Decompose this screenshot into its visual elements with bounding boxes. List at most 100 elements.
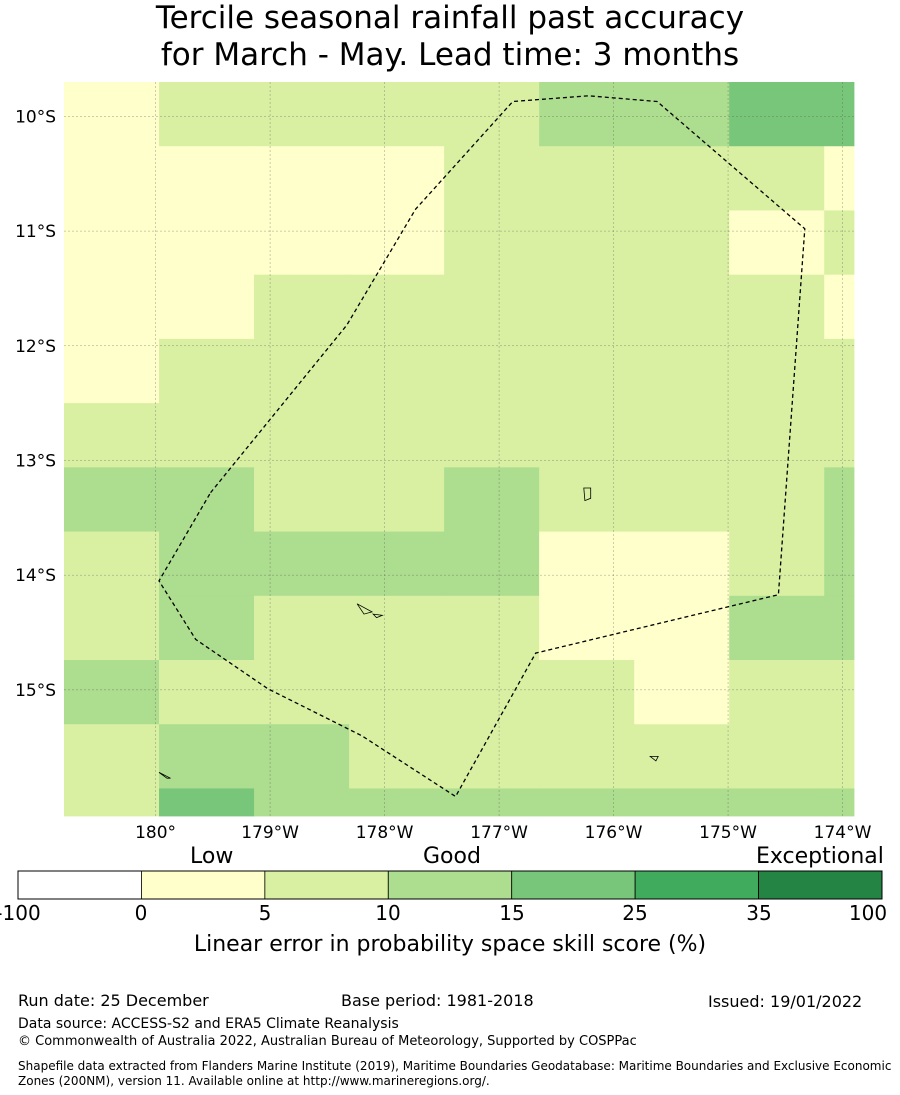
grid-cell [824,338,855,404]
grid-cell [634,146,730,211]
grid-cell [444,274,540,340]
longitude-label: 175°W [699,823,757,843]
grid-cell [254,82,350,147]
longitude-label: 176°W [585,823,643,843]
grid-cell [64,338,160,404]
grid-cell [254,146,350,211]
grid-cell [729,724,825,789]
grid-cell [824,531,855,597]
grid-cell [64,146,160,211]
grid-cell [634,660,730,725]
grid-cell [444,788,540,817]
grid-cell [824,210,855,276]
colorbar-tick: 35 [746,901,772,925]
grid-cell [349,274,445,340]
issued-date: Issued: 19/01/2022 [708,992,863,1011]
latitude-label: 12°S [15,337,56,357]
title-line-1: Tercile seasonal rainfall past accuracy [155,0,745,36]
grid-cell [64,660,160,725]
colorbar-swatch [387,870,513,900]
grid-cell [64,724,160,789]
grid-cell [349,82,445,147]
grid-cell [539,595,635,661]
grid-cell [444,338,540,404]
run-date: Run date: 25 December [18,991,209,1010]
grid-cell [824,403,855,468]
grid-cell [349,403,445,468]
colorbar-swatch [17,870,142,900]
grid-cell [159,467,255,532]
grid-cell [254,403,350,468]
grid-cell [159,274,255,340]
longitude-label: 178°W [356,823,414,843]
grid-cell [634,403,730,468]
grid-cell [824,724,855,789]
grid-cell [729,82,825,147]
grid-cell [729,274,825,340]
longitude-label: 180° [135,823,176,843]
grid-cell [444,403,540,468]
grid-cell [349,595,445,661]
colorbar-swatch [141,870,266,900]
grid-cell [634,531,730,597]
colorbar-tick: 0 [134,901,148,925]
grid-cell [64,788,160,817]
colorbar [17,870,883,900]
grid-cell [159,660,255,725]
copyright: © Commonwealth of Australia 2022, Austra… [18,1034,637,1049]
skill-grid [64,82,855,817]
data-source: Data source: ACCESS-S2 and ERA5 Climate … [18,1016,399,1032]
island-outline [356,603,374,615]
grid-cell [824,467,855,532]
colorbar-category-low: Low [190,844,234,869]
grid-cell [159,338,255,404]
grid-cell [159,210,255,276]
grid-cell [539,788,635,817]
grid-cell [444,82,540,147]
grid-cell [159,403,255,468]
grid-cell [539,403,635,468]
shapefile-credit-line-1: Shapefile data extracted from Flanders M… [18,1059,892,1073]
grid-cell [729,403,825,468]
grid-cell [539,338,635,404]
grid-cell [444,210,540,276]
colorbar-tick: -100 [0,901,41,925]
grid-cell [159,788,255,817]
grid-cell [824,82,855,147]
grid-cell [159,595,255,661]
latitude-label: 15°S [15,681,56,701]
colorbar-swatch [758,870,883,900]
grid-cell [824,660,855,725]
grid-cell [729,660,825,725]
grid-cell [634,274,730,340]
grid-cell [444,146,540,211]
grid-cell [159,82,255,147]
title-line-2: for March - May. Lead time: 3 months [160,37,740,73]
colorbar-category-exceptional: Exceptional [756,844,884,869]
grid-cell [254,595,350,661]
grid-cell [254,788,350,817]
grid-cell [729,467,825,532]
map-figure: 10°S11°S12°S13°S14°S15°S 180° 179°W 178°W 1… [15,82,883,900]
grid-cell [634,788,730,817]
grid-cell [539,724,635,789]
grid-cell [729,210,825,276]
grid-cell [64,531,160,597]
grid-cell [254,274,350,340]
grid-cell [729,146,825,211]
grid-cell [444,595,540,661]
island-outline [649,756,659,762]
colorbar-swatch [264,870,389,900]
latitude-label: 10°S [15,107,56,127]
grid-cell [729,595,825,661]
latitude-label: 14°S [15,566,56,586]
grid-cell [349,467,445,532]
grid-cell [444,531,540,597]
grid-cell [349,788,445,817]
grid-cell [634,595,730,661]
colorbar-swatch [511,870,636,900]
islands [158,487,659,779]
grid-cell [539,210,635,276]
eez-boundary [158,95,806,798]
colorbar-tick: 25 [622,901,648,925]
